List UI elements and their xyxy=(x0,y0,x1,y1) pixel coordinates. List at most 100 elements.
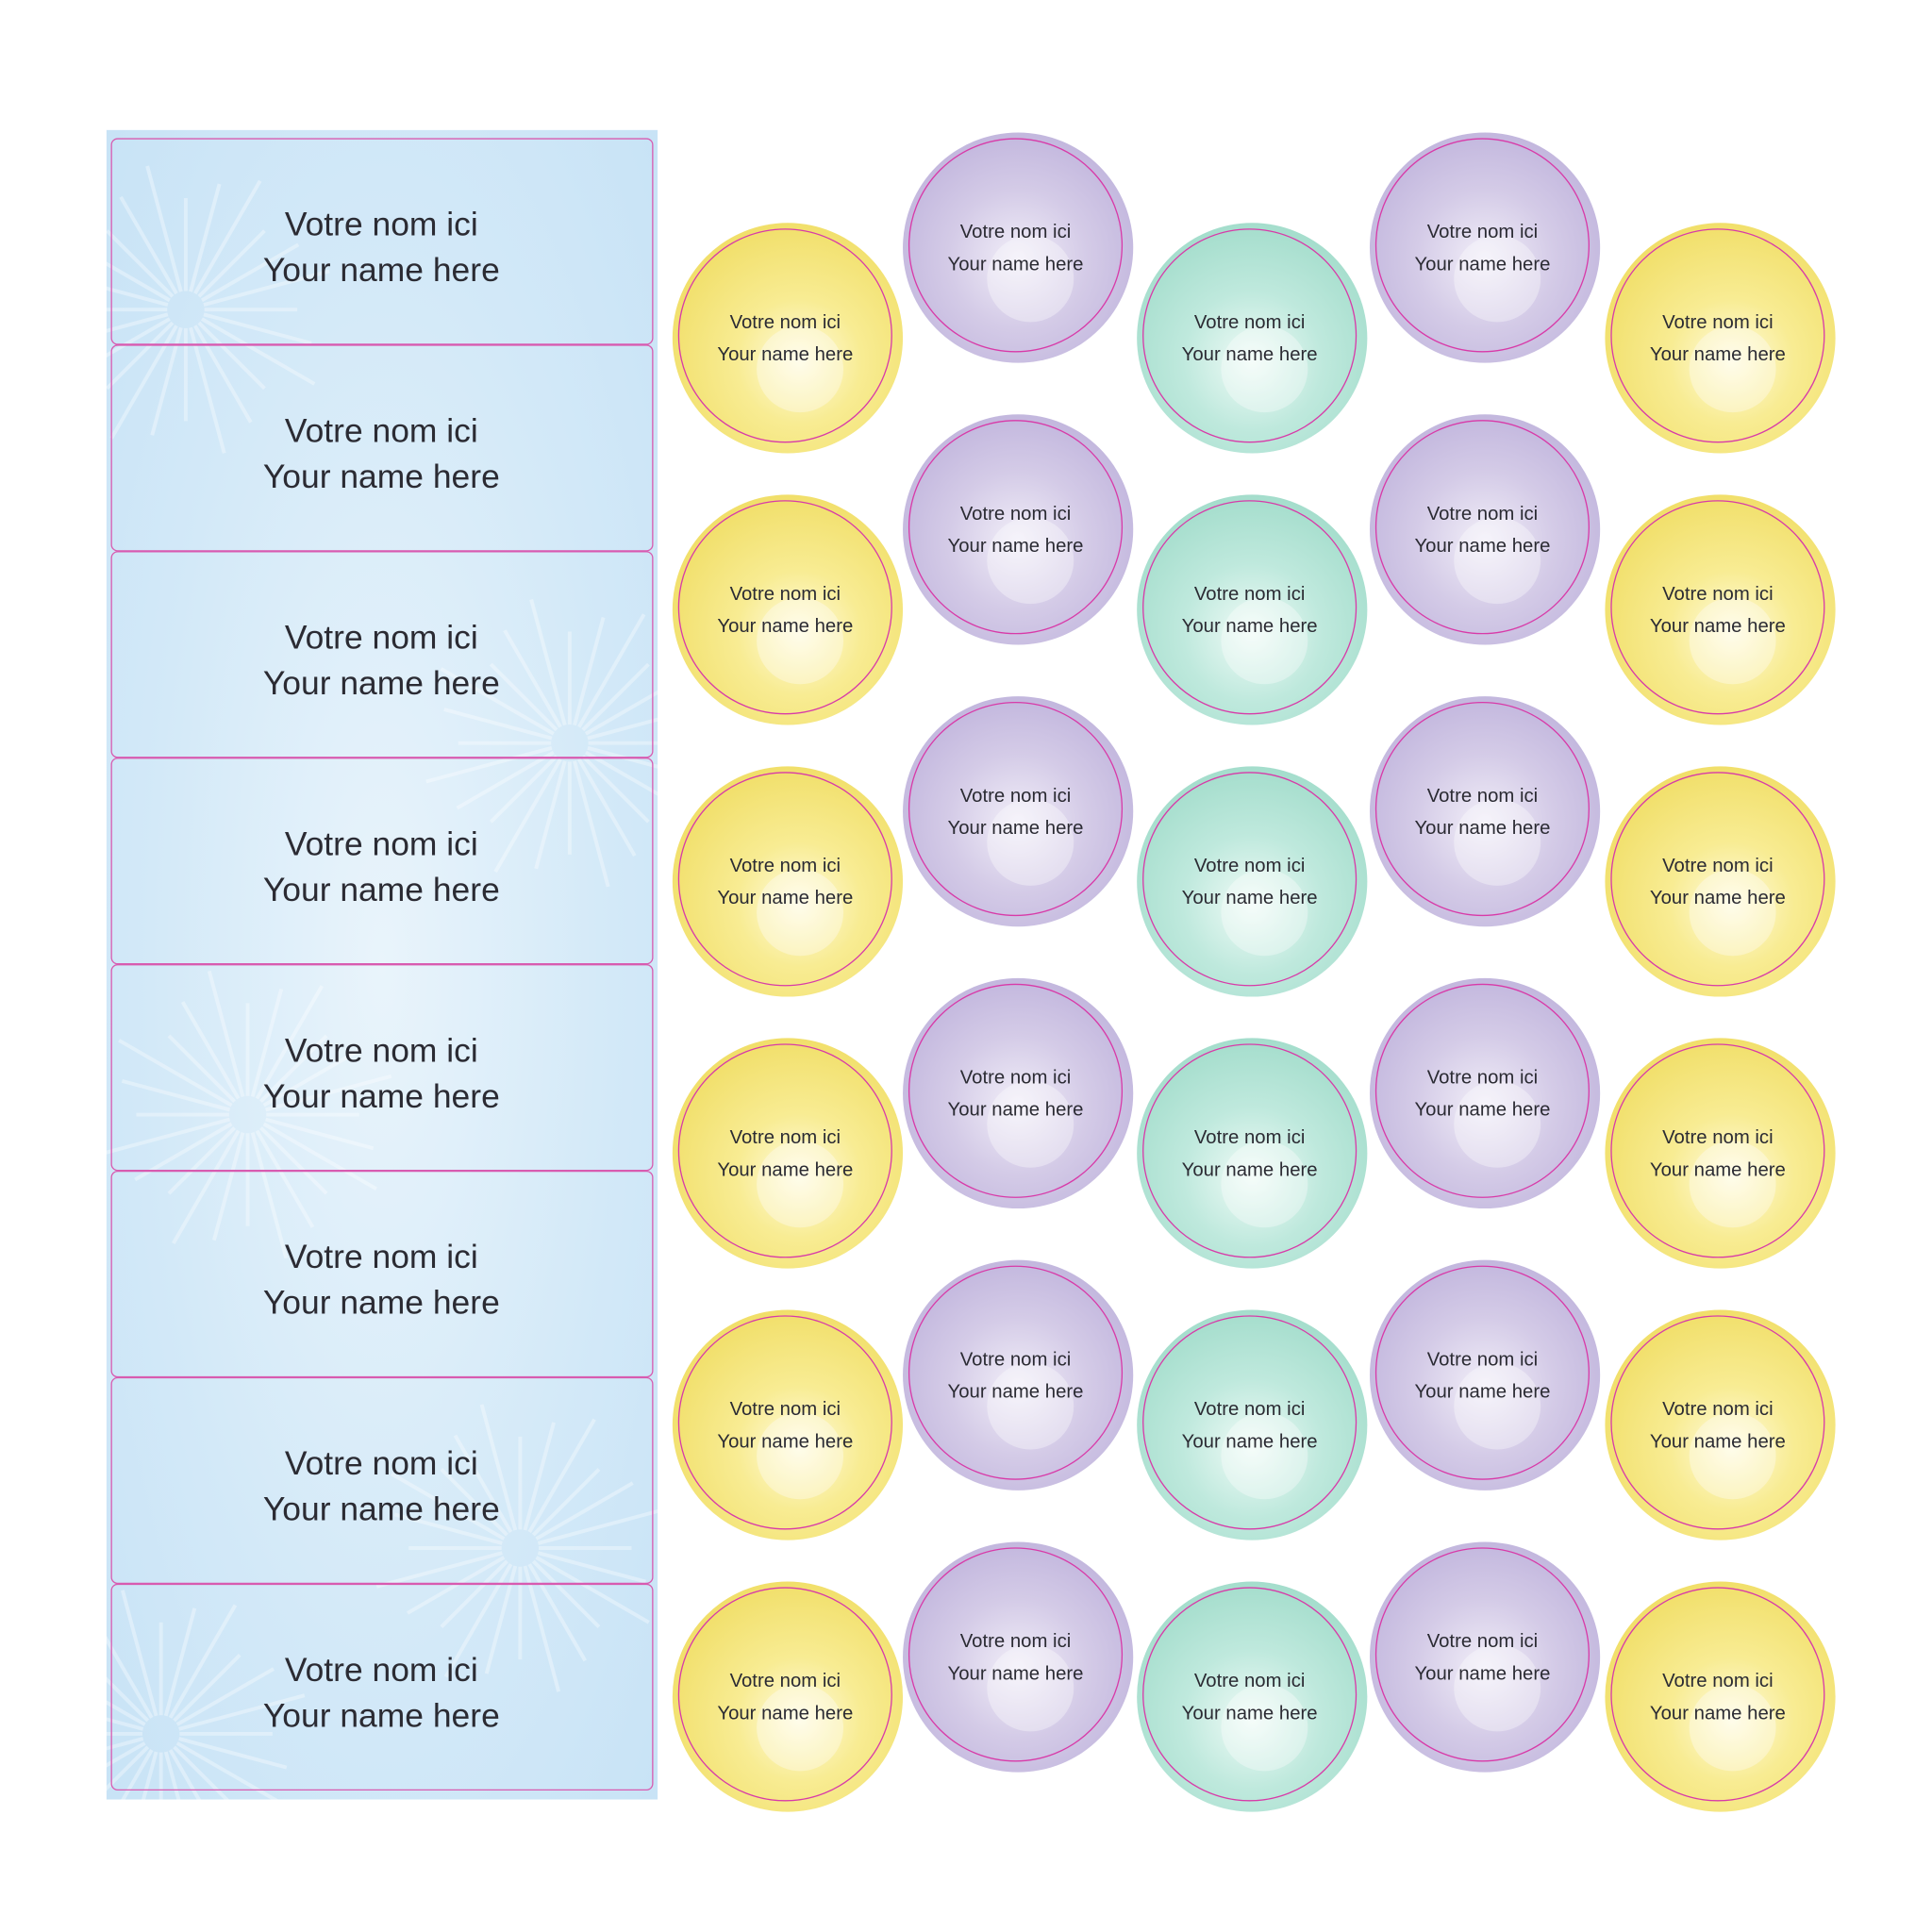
ray xyxy=(173,1654,242,1723)
cut-line xyxy=(1610,772,1825,987)
label-line-1: Votre nom ici xyxy=(285,1444,478,1482)
white-blotch xyxy=(1454,1080,1541,1168)
ray xyxy=(537,1507,665,1545)
label-line-1: Votre nom ici xyxy=(285,1238,478,1275)
cut-line xyxy=(908,420,1124,635)
round-label xyxy=(1369,414,1601,645)
ray xyxy=(587,745,696,779)
ray xyxy=(440,1559,508,1628)
ray xyxy=(443,708,553,741)
ray xyxy=(200,242,300,303)
label-line-2: Your name here xyxy=(948,1382,1084,1403)
round-label xyxy=(1605,494,1836,725)
ray xyxy=(523,1565,561,1692)
label-line-1: Votre nom ici xyxy=(1662,1127,1774,1148)
label-line-1: Votre nom ici xyxy=(1194,1671,1306,1691)
round-label xyxy=(903,696,1134,927)
cut-line xyxy=(1610,1587,1825,1802)
cut-line xyxy=(1142,1315,1357,1530)
round-label xyxy=(1605,1581,1836,1812)
white-blotch xyxy=(1454,1362,1541,1450)
cut-line xyxy=(908,1265,1124,1480)
white-blotch xyxy=(757,869,844,957)
ray xyxy=(390,1472,506,1541)
round-label xyxy=(903,977,1134,1209)
label-line-1: Votre nom ici xyxy=(1662,312,1774,333)
ray xyxy=(56,233,171,303)
label-line-2: Your name here xyxy=(948,818,1084,839)
label-line-1: Votre nom ici xyxy=(285,206,478,243)
ray xyxy=(581,755,650,824)
ray xyxy=(80,1654,150,1723)
cut-line xyxy=(1374,983,1591,1198)
label-line-2: Your name here xyxy=(263,1697,500,1735)
ray xyxy=(587,703,714,741)
ray xyxy=(168,1604,238,1719)
ray xyxy=(531,1468,601,1537)
white-blotch xyxy=(1221,1141,1308,1228)
white-blotch xyxy=(1454,517,1541,605)
label-line-1: Votre nom ici xyxy=(960,222,1072,242)
cut-line xyxy=(908,701,1124,917)
white-blotch xyxy=(987,1080,1074,1168)
white-blotch xyxy=(987,799,1074,886)
cut-line xyxy=(677,500,892,715)
label-line-1: Votre nom ici xyxy=(730,1399,841,1420)
cut-line xyxy=(1610,228,1825,443)
label-line-1: Votre nom ici xyxy=(285,1031,478,1069)
label-line-1: Votre nom ici xyxy=(1194,312,1306,333)
ray xyxy=(145,165,183,292)
ray xyxy=(173,1745,242,1814)
ray xyxy=(255,1129,315,1228)
round-label xyxy=(672,1038,904,1269)
label-line-2: Your name here xyxy=(1182,888,1318,908)
ray xyxy=(16,1737,144,1774)
label-line-2: Your name here xyxy=(1182,1159,1318,1180)
label-line-1: Votre nom ici xyxy=(1427,222,1539,242)
ray xyxy=(584,750,700,820)
label-line-2: Your name here xyxy=(948,254,1084,275)
round-label xyxy=(672,223,904,454)
cut-line xyxy=(1374,1265,1591,1480)
ray xyxy=(203,269,330,308)
ray xyxy=(259,1126,328,1195)
ray xyxy=(211,1132,245,1241)
white-blotch xyxy=(1689,869,1776,957)
rect-label xyxy=(110,758,654,965)
label-line-1: Votre nom ici xyxy=(285,1651,478,1689)
ray xyxy=(120,1590,158,1717)
ray xyxy=(119,195,178,295)
label-line-2: Your name here xyxy=(1650,888,1786,908)
round-label xyxy=(672,1309,904,1541)
ray xyxy=(489,662,558,732)
cut-line xyxy=(908,138,1124,353)
label-line-1: Votre nom ici xyxy=(960,1068,1072,1089)
label-line-1: Votre nom ici xyxy=(1662,1399,1774,1420)
cut-line xyxy=(677,228,892,443)
rect-label xyxy=(110,1583,654,1791)
rect-label xyxy=(110,1170,654,1378)
labels: Votre nom ici Your name here Votre nom ici… xyxy=(110,132,1836,1812)
round-label xyxy=(672,494,904,725)
ray xyxy=(265,1117,375,1151)
cut-line xyxy=(677,1587,892,1802)
label-line-1: Votre nom ici xyxy=(1662,1671,1774,1691)
label-line-2: Your name here xyxy=(1650,616,1786,637)
ray xyxy=(425,745,553,784)
cut-line xyxy=(1142,772,1357,987)
ray xyxy=(94,1620,154,1719)
cut-line xyxy=(677,772,892,987)
ray xyxy=(537,1551,647,1584)
ray xyxy=(189,326,226,454)
white-blotch xyxy=(1689,1412,1776,1500)
label-line-2: Your name here xyxy=(948,536,1084,557)
white-blotch xyxy=(757,1412,844,1500)
ray xyxy=(105,229,175,298)
ray xyxy=(529,599,567,726)
label-line-2: Your name here xyxy=(717,616,853,637)
ray xyxy=(375,1551,503,1589)
label-line-2: Your name here xyxy=(1182,616,1318,637)
label-line-2: Your name here xyxy=(263,1077,500,1115)
rect-label xyxy=(110,551,654,758)
label-line-2: Your name here xyxy=(263,251,500,289)
